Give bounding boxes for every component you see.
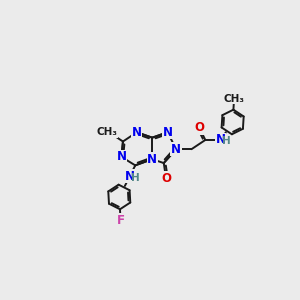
Text: H: H (131, 173, 140, 183)
Text: CH₃: CH₃ (224, 94, 244, 104)
Text: N: N (163, 126, 172, 139)
Text: F: F (117, 214, 124, 226)
Text: N: N (147, 153, 157, 166)
Text: H: H (222, 136, 230, 146)
Text: N: N (171, 143, 181, 156)
Text: CH₃: CH₃ (96, 127, 117, 137)
Text: O: O (161, 172, 171, 185)
Text: N: N (132, 126, 142, 139)
Text: O: O (194, 121, 204, 134)
Text: N: N (116, 150, 126, 164)
Text: N: N (125, 170, 135, 183)
Text: N: N (216, 134, 226, 146)
